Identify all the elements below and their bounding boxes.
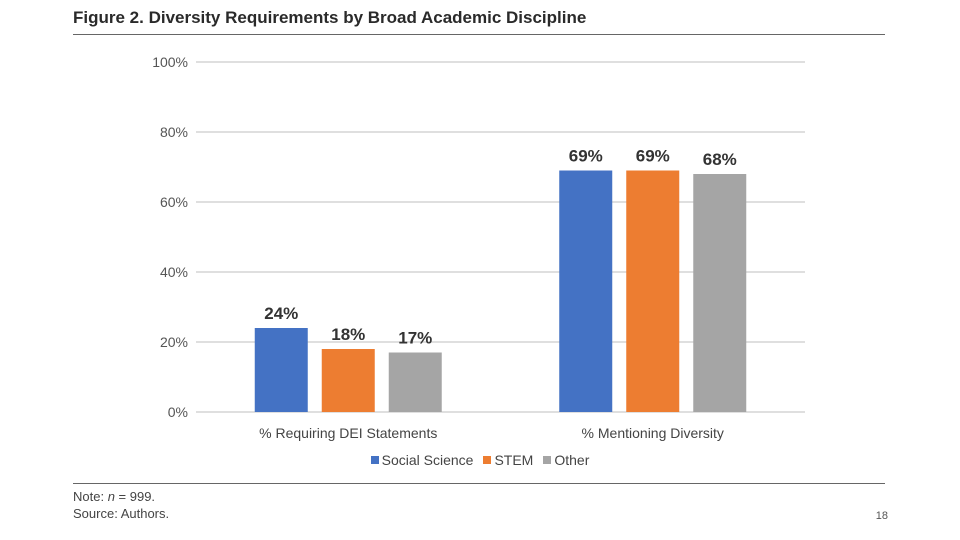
data-label: 68% bbox=[703, 150, 737, 169]
chart-legend: Social Science STEM Other bbox=[0, 452, 960, 468]
legend-item: STEM bbox=[483, 452, 533, 468]
data-label: 24% bbox=[264, 304, 298, 323]
y-tick-label: 40% bbox=[160, 264, 188, 280]
page-number: 18 bbox=[875, 510, 888, 522]
footer-divider bbox=[73, 483, 885, 484]
source-line: Source: Authors. bbox=[73, 506, 170, 521]
legend-swatch bbox=[483, 456, 492, 464]
data-label: 17% bbox=[398, 329, 432, 348]
data-label: 69% bbox=[636, 147, 670, 166]
y-tick-label: 0% bbox=[168, 404, 188, 420]
legend-item: Other bbox=[543, 452, 589, 468]
legend-label: Other bbox=[554, 452, 590, 468]
data-label: 69% bbox=[569, 147, 603, 166]
y-tick-label: 80% bbox=[160, 124, 188, 140]
bar bbox=[321, 349, 375, 412]
chart-note: Note: n = 999. Source: Authors. bbox=[73, 488, 169, 522]
y-tick-label: 60% bbox=[160, 194, 188, 210]
legend-swatch bbox=[370, 456, 379, 464]
legend-label: STEM bbox=[494, 452, 534, 468]
bar bbox=[559, 170, 613, 412]
legend-item: Social Science bbox=[370, 452, 474, 468]
note-line: Note: n = 999. bbox=[73, 489, 156, 504]
x-category-label: % Requiring DEI Statements bbox=[259, 425, 437, 441]
y-tick-label: 20% bbox=[160, 334, 188, 350]
bar bbox=[254, 328, 308, 412]
y-tick-label: 100% bbox=[152, 54, 188, 70]
note-variable: n bbox=[107, 489, 115, 504]
x-category-label: % Mentioning Diversity bbox=[582, 425, 724, 441]
bar bbox=[388, 352, 442, 412]
title-divider bbox=[73, 34, 885, 35]
figure-title: Figure 2. Diversity Requirements by Broa… bbox=[73, 8, 587, 27]
legend-label: Social Science bbox=[381, 452, 474, 468]
legend-swatch bbox=[543, 456, 552, 464]
bar bbox=[626, 170, 680, 412]
data-label: 18% bbox=[331, 325, 365, 344]
bar bbox=[693, 174, 747, 412]
